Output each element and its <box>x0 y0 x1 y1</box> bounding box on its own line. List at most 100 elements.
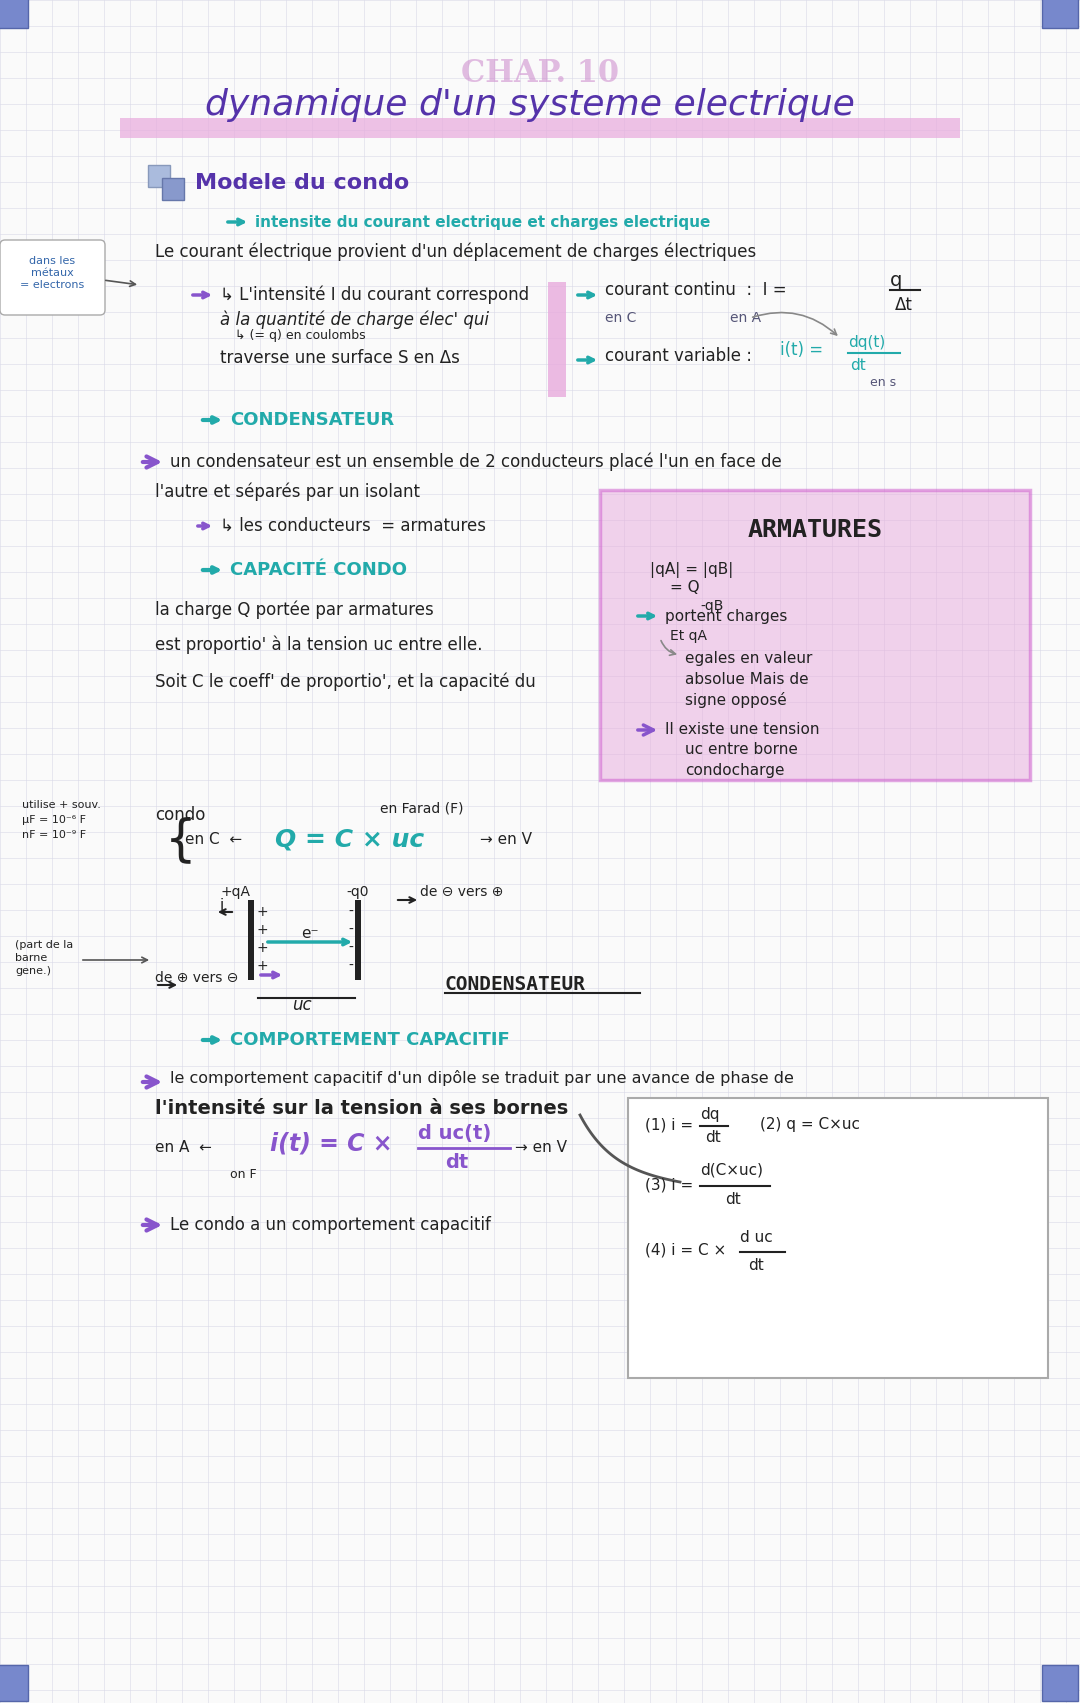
Bar <box>600 490 1030 780</box>
Text: uc entre borne: uc entre borne <box>685 743 798 758</box>
Text: -q0: -q0 <box>347 886 369 899</box>
Text: CHAP. 10: CHAP. 10 <box>461 58 619 89</box>
Bar <box>162 179 184 199</box>
Text: CONDENSATEUR: CONDENSATEUR <box>230 410 394 429</box>
Text: dt: dt <box>850 358 866 373</box>
Text: uc: uc <box>293 996 312 1013</box>
Text: +: + <box>256 942 268 955</box>
Text: en Farad (F): en Farad (F) <box>380 800 463 816</box>
Text: courant variable :: courant variable : <box>605 347 752 364</box>
Text: = Q: = Q <box>670 581 700 596</box>
Text: traverse une surface S en Δs: traverse une surface S en Δs <box>220 349 460 368</box>
Text: la charge Q portée par armatures: la charge Q portée par armatures <box>156 601 434 620</box>
Text: dq(t): dq(t) <box>848 334 886 349</box>
Text: intensite du courant electrique et charges electrique: intensite du courant electrique et charg… <box>255 215 711 230</box>
Text: en s: en s <box>870 376 896 390</box>
Bar <box>1042 1666 1078 1701</box>
Text: (2) q = C×uc: (2) q = C×uc <box>760 1117 860 1132</box>
Text: barne: barne <box>15 954 48 962</box>
FancyBboxPatch shape <box>0 240 105 315</box>
Text: dt: dt <box>725 1192 741 1207</box>
Text: +: + <box>256 923 268 937</box>
Text: Et qA: Et qA <box>670 628 707 644</box>
Text: Le courant électrique provient d'un déplacement de charges électriques: Le courant électrique provient d'un dépl… <box>156 244 756 261</box>
Text: nF = 10⁻⁹ F: nF = 10⁻⁹ F <box>22 829 86 840</box>
Text: Δt: Δt <box>895 296 913 313</box>
Text: ↳ (= q) en coulombs: ↳ (= q) en coulombs <box>235 329 366 342</box>
Text: egales en valeur: egales en valeur <box>685 651 812 666</box>
Bar <box>1042 0 1078 27</box>
Text: Modele du condo: Modele du condo <box>195 174 409 192</box>
Bar <box>248 899 254 979</box>
Text: -: - <box>348 959 353 972</box>
Text: -: - <box>348 923 353 937</box>
Text: absolue Mais de: absolue Mais de <box>685 673 809 688</box>
Text: en C  ←: en C ← <box>185 833 242 848</box>
Text: est proportio' à la tension uc entre elle.: est proportio' à la tension uc entre ell… <box>156 635 483 654</box>
Text: dans les: dans les <box>29 255 76 266</box>
Text: (4) i = C ×: (4) i = C × <box>645 1243 726 1257</box>
Text: de ⊖ vers ⊕: de ⊖ vers ⊕ <box>420 886 503 899</box>
Text: utilise + souv.: utilise + souv. <box>22 800 100 811</box>
Text: dq: dq <box>700 1107 719 1122</box>
Text: Le condo a un comportement capacitif: Le condo a un comportement capacitif <box>170 1216 491 1235</box>
Text: i(t) =: i(t) = <box>780 341 823 359</box>
Text: ↳ les conducteurs  = armatures: ↳ les conducteurs = armatures <box>220 518 486 535</box>
Text: en A  ←: en A ← <box>156 1141 212 1156</box>
Text: → en V: → en V <box>480 833 532 848</box>
Text: condocharge: condocharge <box>685 763 784 778</box>
Text: +: + <box>256 904 268 920</box>
Text: {: { <box>165 816 197 863</box>
Bar <box>627 1098 1048 1378</box>
Text: -: - <box>348 904 353 920</box>
Text: courant continu  :  I =: courant continu : I = <box>605 281 786 300</box>
Text: dt: dt <box>705 1131 720 1146</box>
Text: en C: en C <box>605 312 636 325</box>
Text: +: + <box>256 959 268 972</box>
Text: q: q <box>890 271 903 290</box>
Bar <box>0 1666 28 1701</box>
Text: +qA: +qA <box>220 886 249 899</box>
Text: Soit C le coeff' de proportio', et la capacité du: Soit C le coeff' de proportio', et la ca… <box>156 673 536 691</box>
Text: métaux: métaux <box>30 267 73 278</box>
Text: signe opposé: signe opposé <box>685 691 786 708</box>
Text: d uc: d uc <box>740 1231 773 1245</box>
Text: on F: on F <box>230 1168 257 1182</box>
Text: dt: dt <box>445 1153 469 1172</box>
Text: i: i <box>220 897 225 913</box>
Text: ↳ L'intensité I du courant correspond: ↳ L'intensité I du courant correspond <box>220 286 529 305</box>
Text: condo: condo <box>156 806 205 824</box>
Text: CONDENSATEUR: CONDENSATEUR <box>445 976 586 995</box>
Text: CAPACITÉ CONDO: CAPACITÉ CONDO <box>230 560 407 579</box>
Text: dt: dt <box>748 1257 764 1272</box>
Text: en A: en A <box>730 312 761 325</box>
Text: de ⊕ vers ⊖: de ⊕ vers ⊖ <box>156 971 239 984</box>
Text: Q = C × uc: Q = C × uc <box>275 828 424 852</box>
Text: gene.): gene.) <box>15 966 51 976</box>
Text: d uc(t): d uc(t) <box>418 1124 491 1143</box>
Text: à la quantité de charge élec' qui: à la quantité de charge élec' qui <box>220 310 489 329</box>
Text: portent charges: portent charges <box>665 608 787 623</box>
Text: COMPORTEMENT CAPACITIF: COMPORTEMENT CAPACITIF <box>230 1030 510 1049</box>
Text: -: - <box>348 942 353 955</box>
Text: -qB: -qB <box>700 599 724 613</box>
Text: (part de la: (part de la <box>15 940 73 950</box>
Text: (1) i =: (1) i = <box>645 1117 698 1132</box>
Text: dynamique d'un systeme electrique: dynamique d'un systeme electrique <box>205 89 855 123</box>
Text: i(t) = C ×: i(t) = C × <box>270 1131 392 1155</box>
Text: un condensateur est un ensemble de 2 conducteurs placé l'un en face de: un condensateur est un ensemble de 2 con… <box>170 453 782 472</box>
Bar <box>548 283 566 397</box>
Text: le comportement capacitif d'un dipôle se traduit par une avance de phase de: le comportement capacitif d'un dipôle se… <box>170 1069 794 1087</box>
Text: ARMATURES: ARMATURES <box>747 518 882 542</box>
Bar <box>355 899 361 979</box>
Text: → en V: → en V <box>515 1141 567 1156</box>
Text: |qA| = |qB|: |qA| = |qB| <box>650 562 733 577</box>
Text: e⁻: e⁻ <box>301 925 319 940</box>
Text: = electrons: = electrons <box>19 279 84 290</box>
Bar <box>0 0 28 27</box>
Text: (3) i =: (3) i = <box>645 1177 698 1192</box>
Bar <box>120 118 960 138</box>
Text: l'autre et séparés par un isolant: l'autre et séparés par un isolant <box>156 482 420 501</box>
Text: d(C×uc): d(C×uc) <box>700 1163 762 1177</box>
Bar <box>148 165 170 187</box>
